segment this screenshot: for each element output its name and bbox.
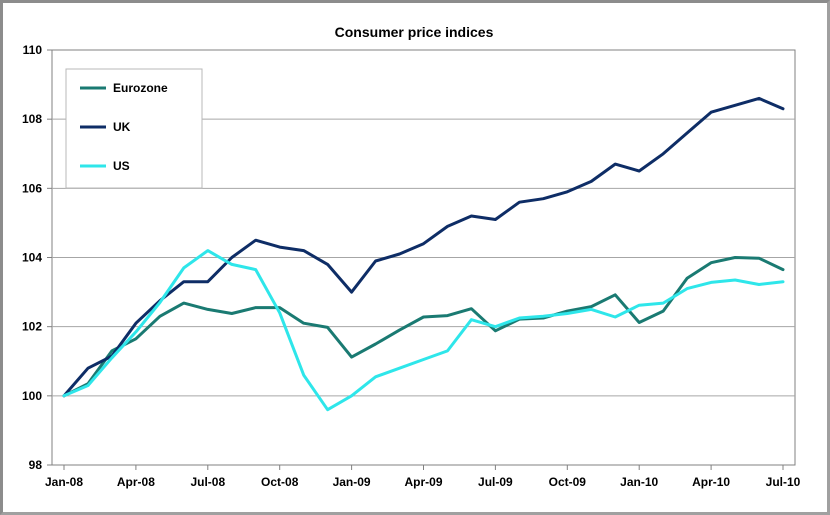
x-tick-label: Jul-10 [766,475,801,489]
y-tick-label: 104 [22,251,42,265]
legend-label-eurozone: Eurozone [113,81,168,95]
legend-label-us: US [113,159,130,173]
y-tick-label: 102 [22,320,42,334]
y-tick-label: 98 [29,458,43,472]
series-line-us [62,249,785,412]
series-line-eurozone [62,256,785,398]
series-lines [62,96,785,412]
x-tick-label: Jan-10 [620,475,658,489]
x-tick-label: Apr-08 [117,475,155,489]
x-tick-label: Apr-09 [404,475,442,489]
x-tick-label: Apr-10 [692,475,730,489]
y-tick-label: 110 [23,43,43,57]
series-line-uk [62,96,785,398]
x-tick-label: Jan-08 [45,475,83,489]
chart-title: Consumer price indices [335,24,494,40]
y-tick-label: 106 [22,181,42,195]
x-tick-label: Jan-09 [333,475,371,489]
x-tick-label: Oct-08 [261,475,299,489]
x-tick-label: Jul-08 [190,475,225,489]
y-tick-label: 108 [22,112,42,126]
x-tick-label: Oct-09 [549,475,587,489]
axes: 98 100 102 104 106 108 110 Jan-08 Apr-08 Jul-08 Oc… [22,43,801,489]
x-tick-label: Jul-09 [478,475,513,489]
legend-label-uk: UK [113,120,131,134]
y-tick-label: 100 [22,389,42,403]
legend: Eurozone UK US [65,68,203,189]
